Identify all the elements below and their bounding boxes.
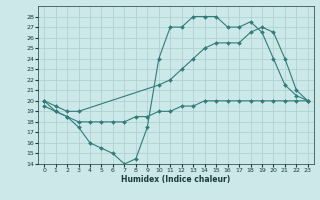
X-axis label: Humidex (Indice chaleur): Humidex (Indice chaleur) <box>121 175 231 184</box>
